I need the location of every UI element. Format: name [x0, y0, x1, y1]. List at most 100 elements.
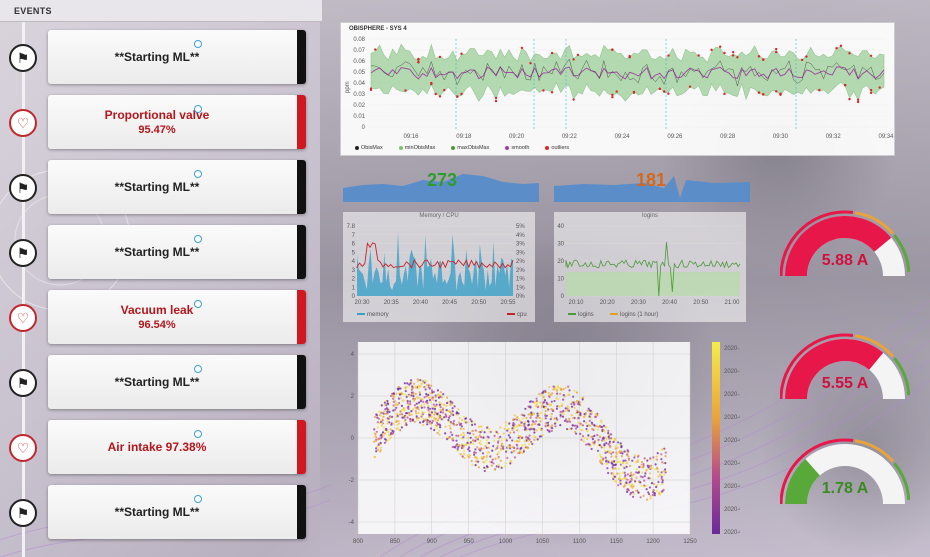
outlier-point — [443, 88, 446, 92]
event-item[interactable]: ⚑ **Starting ML** — [0, 485, 322, 539]
scatter-point — [469, 441, 472, 444]
scatter-point — [428, 398, 432, 402]
scatter-point — [481, 452, 485, 455]
scatter-point — [580, 438, 583, 441]
legend-entry[interactable]: minObisMax — [398, 145, 444, 151]
info-icon[interactable] — [194, 300, 202, 308]
scatter-point — [655, 485, 658, 489]
scatter-point — [617, 484, 620, 487]
scatter-point — [428, 410, 431, 413]
scatter-point — [559, 424, 562, 427]
event-card[interactable]: **Starting ML** — [48, 355, 306, 409]
scatter-point — [623, 477, 626, 480]
event-card[interactable]: **Starting ML** — [48, 30, 306, 84]
info-icon[interactable] — [194, 105, 202, 113]
scatter-point — [527, 423, 531, 426]
scatter-point — [575, 432, 578, 435]
scatter-point — [459, 427, 462, 430]
scatter-point — [612, 451, 615, 454]
scatter-point — [408, 394, 411, 397]
legend-label: maxObisMax — [457, 145, 490, 151]
scatter-point — [396, 423, 399, 427]
x-tick-label: 1100 — [573, 539, 587, 545]
scatter-point — [650, 467, 653, 470]
scatter-point — [428, 415, 431, 418]
scatter-point — [403, 408, 406, 411]
scatter-point — [383, 403, 386, 406]
event-item[interactable]: ⚑ **Starting ML** — [0, 355, 322, 409]
scatter-point — [639, 475, 642, 478]
scatter-point — [586, 424, 589, 428]
scatter-point — [604, 425, 607, 429]
event-card[interactable]: Air intake 97.38% — [48, 420, 306, 474]
scatter-point — [439, 391, 442, 394]
event-item[interactable]: ⚑ **Starting ML** — [0, 225, 322, 279]
scatter-point — [656, 452, 659, 455]
colorbar-tick-label: 2020-10 — [724, 392, 740, 398]
scatter-plot: 4 2 0 -2 -4 800 850 900 950 1000 1050 1100 1150 1200 1… — [349, 342, 747, 545]
y2-tick-label: 1% — [516, 277, 525, 283]
scatter-point — [433, 405, 436, 408]
scatter-point — [651, 493, 654, 497]
event-card[interactable]: Vacuum leak 96.54% — [48, 290, 306, 344]
info-icon[interactable] — [194, 235, 202, 243]
info-icon[interactable] — [194, 365, 202, 373]
legend-entry[interactable]: outliers — [545, 145, 577, 151]
info-icon[interactable] — [194, 170, 202, 178]
scatter-point — [530, 411, 533, 414]
scatter-point — [481, 429, 484, 432]
scatter-point — [598, 435, 601, 438]
scatter-point — [617, 441, 620, 444]
y-tick-label: 0 — [352, 294, 356, 300]
info-icon[interactable] — [194, 40, 202, 48]
scatter-point — [417, 408, 420, 411]
event-item[interactable]: ⚑ **Starting ML** — [0, 30, 322, 84]
y-tick-label: 10 — [557, 277, 564, 283]
scatter-point — [585, 427, 588, 431]
info-icon[interactable] — [194, 495, 202, 503]
info-icon[interactable] — [194, 430, 202, 438]
event-card[interactable]: **Starting ML** — [48, 225, 306, 279]
event-item[interactable]: ♡ Vacuum leak 96.54% — [0, 290, 322, 344]
scatter-point — [429, 392, 432, 395]
scatter-point — [633, 454, 636, 457]
scatter-point — [374, 433, 377, 436]
sparkline-panel-1: 273 — [343, 170, 539, 202]
event-item[interactable]: ⚑ **Starting ML** — [0, 160, 322, 214]
scatter-point — [398, 428, 401, 431]
scatter-point — [408, 412, 411, 415]
logins-chart-title: logins — [642, 213, 658, 219]
scatter-point — [423, 396, 426, 399]
scatter-point — [461, 418, 464, 422]
event-item[interactable]: ♡ Air intake 97.38% — [0, 420, 322, 474]
scatter-point — [471, 430, 474, 433]
event-card[interactable]: **Starting ML** — [48, 160, 306, 214]
gauge-threshold-red — [779, 438, 854, 505]
legend-entry[interactable]: maxObisMax — [451, 145, 497, 151]
scatter-point — [613, 438, 616, 442]
event-card[interactable]: **Starting ML** — [48, 485, 306, 539]
scatter-point — [657, 475, 660, 478]
scatter-point — [505, 439, 508, 442]
legend-entry[interactable]: ObisMax — [355, 145, 391, 151]
scatter-point — [661, 479, 664, 482]
scatter-point — [648, 472, 651, 475]
outlier-point — [688, 85, 692, 88]
scatter-point — [529, 416, 532, 419]
scatter-point — [382, 412, 385, 415]
event-card[interactable]: Proportional valve 95.47% — [48, 95, 306, 149]
outlier-point — [520, 46, 524, 50]
gauge-threshold-orange — [854, 334, 895, 358]
legend-swatch — [545, 145, 550, 150]
scatter-point — [467, 456, 471, 459]
outlier-point — [529, 62, 532, 65]
scatter-point — [428, 413, 431, 416]
scatter-point — [616, 472, 619, 475]
scatter-point — [466, 436, 469, 439]
scatter-point — [425, 392, 428, 396]
scatter-point — [417, 401, 421, 404]
scatter-point — [388, 410, 391, 413]
event-item[interactable]: ♡ Proportional valve 95.47% — [0, 95, 322, 149]
scatter-point — [602, 457, 605, 460]
legend-entry[interactable]: smooth — [505, 145, 537, 151]
